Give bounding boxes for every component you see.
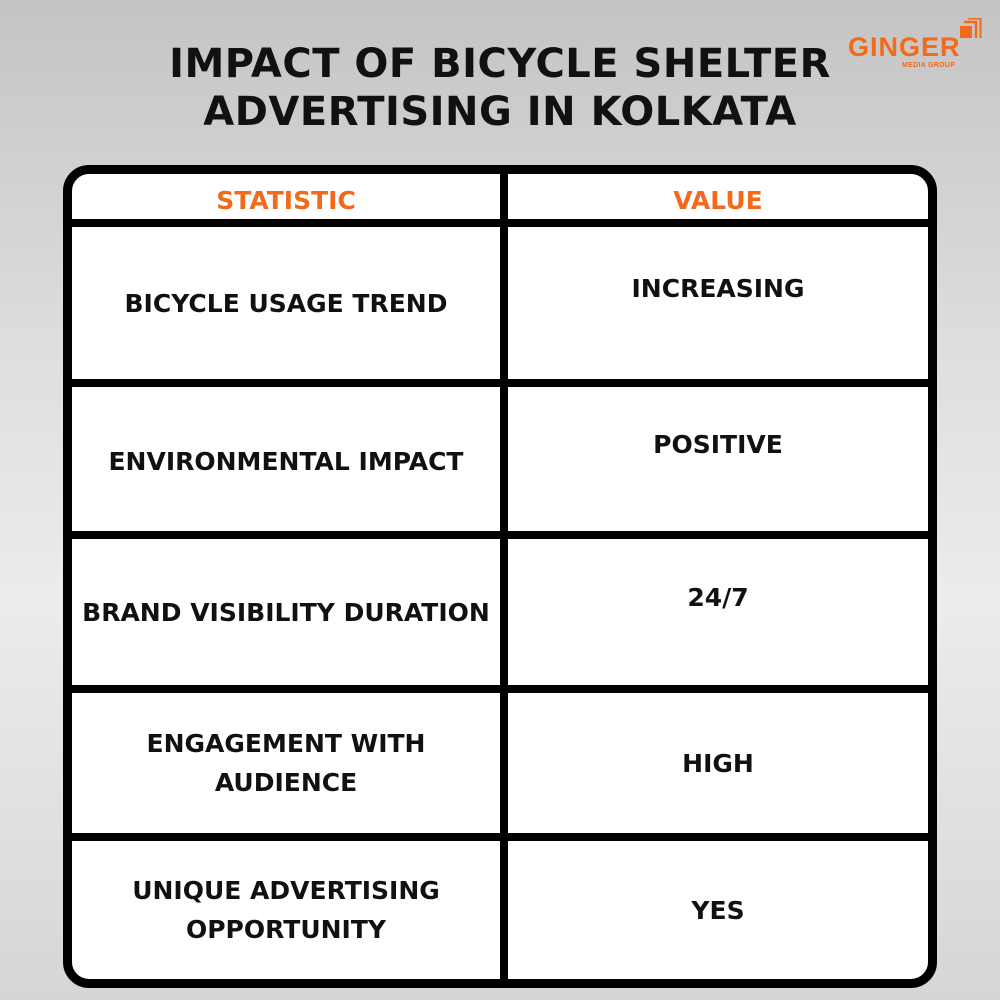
- logo-subtitle: MEDIA GROUP: [902, 62, 956, 69]
- title-line-1: IMPACT OF BICYCLE SHELTER: [169, 41, 831, 87]
- header-value: VALUE: [673, 186, 763, 215]
- row-4-value: HIGH: [682, 748, 754, 778]
- row-5-value: YES: [691, 895, 745, 925]
- row-2-statistic: ENVIRONMENTAL IMPACT: [108, 446, 464, 476]
- page-title: IMPACT OF BICYCLE SHELTER ADVERTISING IN…: [0, 40, 1000, 136]
- logo-word: GINGER: [848, 32, 961, 62]
- ginger-media-group-logo: GINGER MEDIA GROUP: [848, 18, 988, 73]
- statistics-table: STATISTIC VALUE BICYCLE USAGE TREND INCR…: [63, 165, 937, 988]
- row-1-statistic: BICYCLE USAGE TREND: [124, 288, 448, 318]
- header-statistic: STATISTIC: [216, 186, 356, 215]
- row-5-statistic: UNIQUE ADVERTISING OPPORTUNITY: [132, 876, 440, 944]
- row-3-statistic: BRAND VISIBILITY DURATION: [82, 597, 490, 627]
- row-3-value: 24/7: [687, 582, 749, 612]
- row-4-statistic: ENGAGEMENT WITH AUDIENCE: [146, 729, 426, 797]
- column-divider: [500, 174, 508, 979]
- row-1-value: INCREASING: [631, 273, 805, 303]
- logo-mark-icon: [960, 18, 982, 38]
- row-2-value: POSITIVE: [653, 429, 783, 459]
- title-line-2: ADVERTISING IN KOLKATA: [203, 89, 797, 135]
